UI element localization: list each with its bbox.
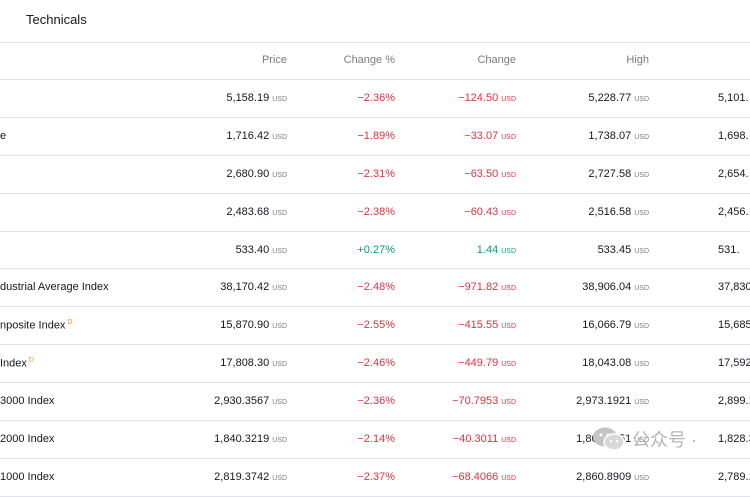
symbol-name[interactable]: 1000 Index xyxy=(0,470,55,483)
table-row[interactable]: nposite Index D 15,870.90 USD −2.55% −415.55 U… xyxy=(0,307,750,346)
high-cell: 18,043.08 USD xyxy=(582,357,649,370)
low-cell: 37,830. xyxy=(718,281,750,294)
price-cell: 1,716.42 USD xyxy=(226,129,287,142)
price-cell: 2,819.3742 USD xyxy=(214,470,287,483)
change-pct-cell: +0.27% xyxy=(357,243,395,256)
price-cell: 2,930.3567 USD xyxy=(214,395,287,408)
high-cell: 38,906.04 USD xyxy=(582,281,649,294)
table-row[interactable]: 2,680.90 USD −2.31% −63.50 USD 2,727.58 USD 2,6… xyxy=(0,156,750,194)
data-delay-flag: D xyxy=(67,319,73,327)
header-high[interactable]: High xyxy=(626,54,649,66)
high-cell: 16,066.79 USD xyxy=(582,319,649,332)
change-cell: −33.07 USD xyxy=(464,129,516,142)
low-cell: 17,592. xyxy=(718,357,750,370)
change-pct-cell: −2.36% xyxy=(357,395,395,408)
low-cell: 1,828.38 xyxy=(718,433,750,446)
high-cell: 5,228.77 USD xyxy=(588,92,649,104)
low-cell: 2,789.13 xyxy=(718,470,750,483)
change-cell: −70.7953 USD xyxy=(452,395,516,408)
low-cell: 2,899.15 xyxy=(718,395,750,408)
table-row[interactable]: 1000 Index 2,819.3742 USD −2.37% −68.4066 USD… xyxy=(0,459,750,497)
low-cell: 2,654. xyxy=(718,167,749,180)
table-header: Price Change % Change High xyxy=(0,42,750,80)
table-row[interactable]: e 1,716.42 USD −1.89% −33.07 USD 1,738.07 USD 1,… xyxy=(0,118,750,156)
wechat-icon xyxy=(592,426,626,452)
low-cell: 5,101. xyxy=(718,92,749,104)
price-cell: 533.40 USD xyxy=(235,243,287,256)
wechat-watermark: 公众号 · xyxy=(592,426,697,452)
symbol-name[interactable]: dustrial Average Index xyxy=(0,281,109,294)
price-cell: 15,870.90 USD xyxy=(220,319,287,332)
change-cell: −40.3011 USD xyxy=(452,433,516,446)
high-cell: 2,973.1921 USD xyxy=(576,395,649,408)
table-row[interactable]: 5,158.19 USD −2.36% −124.50 USD 5,228.77 USD 5,… xyxy=(0,80,750,118)
table-row[interactable]: 533.40 USD +0.27% 1.44 USD 533.45 USD 531. xyxy=(0,232,750,270)
change-cell: −68.4066 USD xyxy=(452,470,516,483)
change-pct-cell: −1.89% xyxy=(357,129,395,142)
symbol-name[interactable]: 3000 Index xyxy=(0,395,55,408)
change-pct-cell: −2.55% xyxy=(357,319,395,332)
tab-bar: Technicals xyxy=(0,0,750,43)
high-cell: 533.45 USD xyxy=(597,243,649,256)
low-cell: 531. xyxy=(718,243,740,256)
price-cell: 2,680.90 USD xyxy=(226,167,287,180)
change-cell: −449.79 USD xyxy=(458,357,516,370)
low-cell: 1,698. xyxy=(718,129,749,142)
symbol-name[interactable]: nposite Index D xyxy=(0,319,73,332)
symbol-name[interactable]: e xyxy=(0,129,7,142)
change-cell: −971.82 USD xyxy=(458,281,516,294)
data-delay-flag: D xyxy=(28,357,34,365)
price-cell: 1,840.3219 USD xyxy=(214,433,287,446)
symbol-name[interactable]: Index D xyxy=(0,357,34,370)
watermark-text: 公众号 · xyxy=(632,430,697,450)
price-cell: 2,483.68 USD xyxy=(226,205,287,218)
symbol-name[interactable]: 2000 Index xyxy=(0,433,55,446)
header-change-pct[interactable]: Change % xyxy=(343,54,395,66)
header-change[interactable]: Change xyxy=(477,54,516,66)
price-cell: 5,158.19 USD xyxy=(226,92,287,104)
change-pct-cell: −2.48% xyxy=(357,281,395,294)
change-pct-cell: −2.36% xyxy=(357,92,395,104)
high-cell: 1,738.07 USD xyxy=(588,129,649,142)
change-pct-cell: −2.46% xyxy=(357,357,395,370)
change-pct-cell: −2.37% xyxy=(357,470,395,483)
table-row[interactable]: 2,483.68 USD −2.38% −60.43 USD 2,516.58 USD 2,4… xyxy=(0,194,750,232)
tab-technicals[interactable]: Technicals xyxy=(26,12,87,27)
table-body: 5,158.19 USD −2.36% −124.50 USD 5,228.77 USD 5,… xyxy=(0,80,750,497)
high-cell: 2,860.8909 USD xyxy=(576,470,649,483)
high-cell: 2,727.58 USD xyxy=(588,167,649,180)
change-pct-cell: −2.38% xyxy=(357,205,395,218)
header-price[interactable]: Price xyxy=(261,54,287,66)
low-cell: 2,456. xyxy=(718,205,749,218)
table-row[interactable]: Index D 17,808.30 USD −2.46% −449.79 USD 18,043… xyxy=(0,345,750,384)
price-cell: 17,808.30 USD xyxy=(220,357,287,370)
change-pct-cell: −2.31% xyxy=(357,167,395,180)
change-cell: −63.50 USD xyxy=(464,167,516,180)
change-cell: −124.50 USD xyxy=(458,92,516,104)
change-cell: −415.55 USD xyxy=(458,319,516,332)
change-pct-cell: −2.14% xyxy=(357,433,395,446)
change-cell: 1.44 USD xyxy=(476,243,516,256)
low-cell: 15,685. xyxy=(718,319,750,332)
table-row[interactable]: 3000 Index 2,930.3567 USD −2.36% −70.7953 USD… xyxy=(0,383,750,422)
change-cell: −60.43 USD xyxy=(464,205,516,218)
high-cell: 2,516.58 USD xyxy=(588,205,649,218)
table-row[interactable]: dustrial Average Index 38,170.42 USD −2.48%… xyxy=(0,269,750,308)
index-table: Price Change % Change High 5,158.19 USD −2… xyxy=(0,42,750,497)
price-cell: 38,170.42 USD xyxy=(220,281,287,294)
